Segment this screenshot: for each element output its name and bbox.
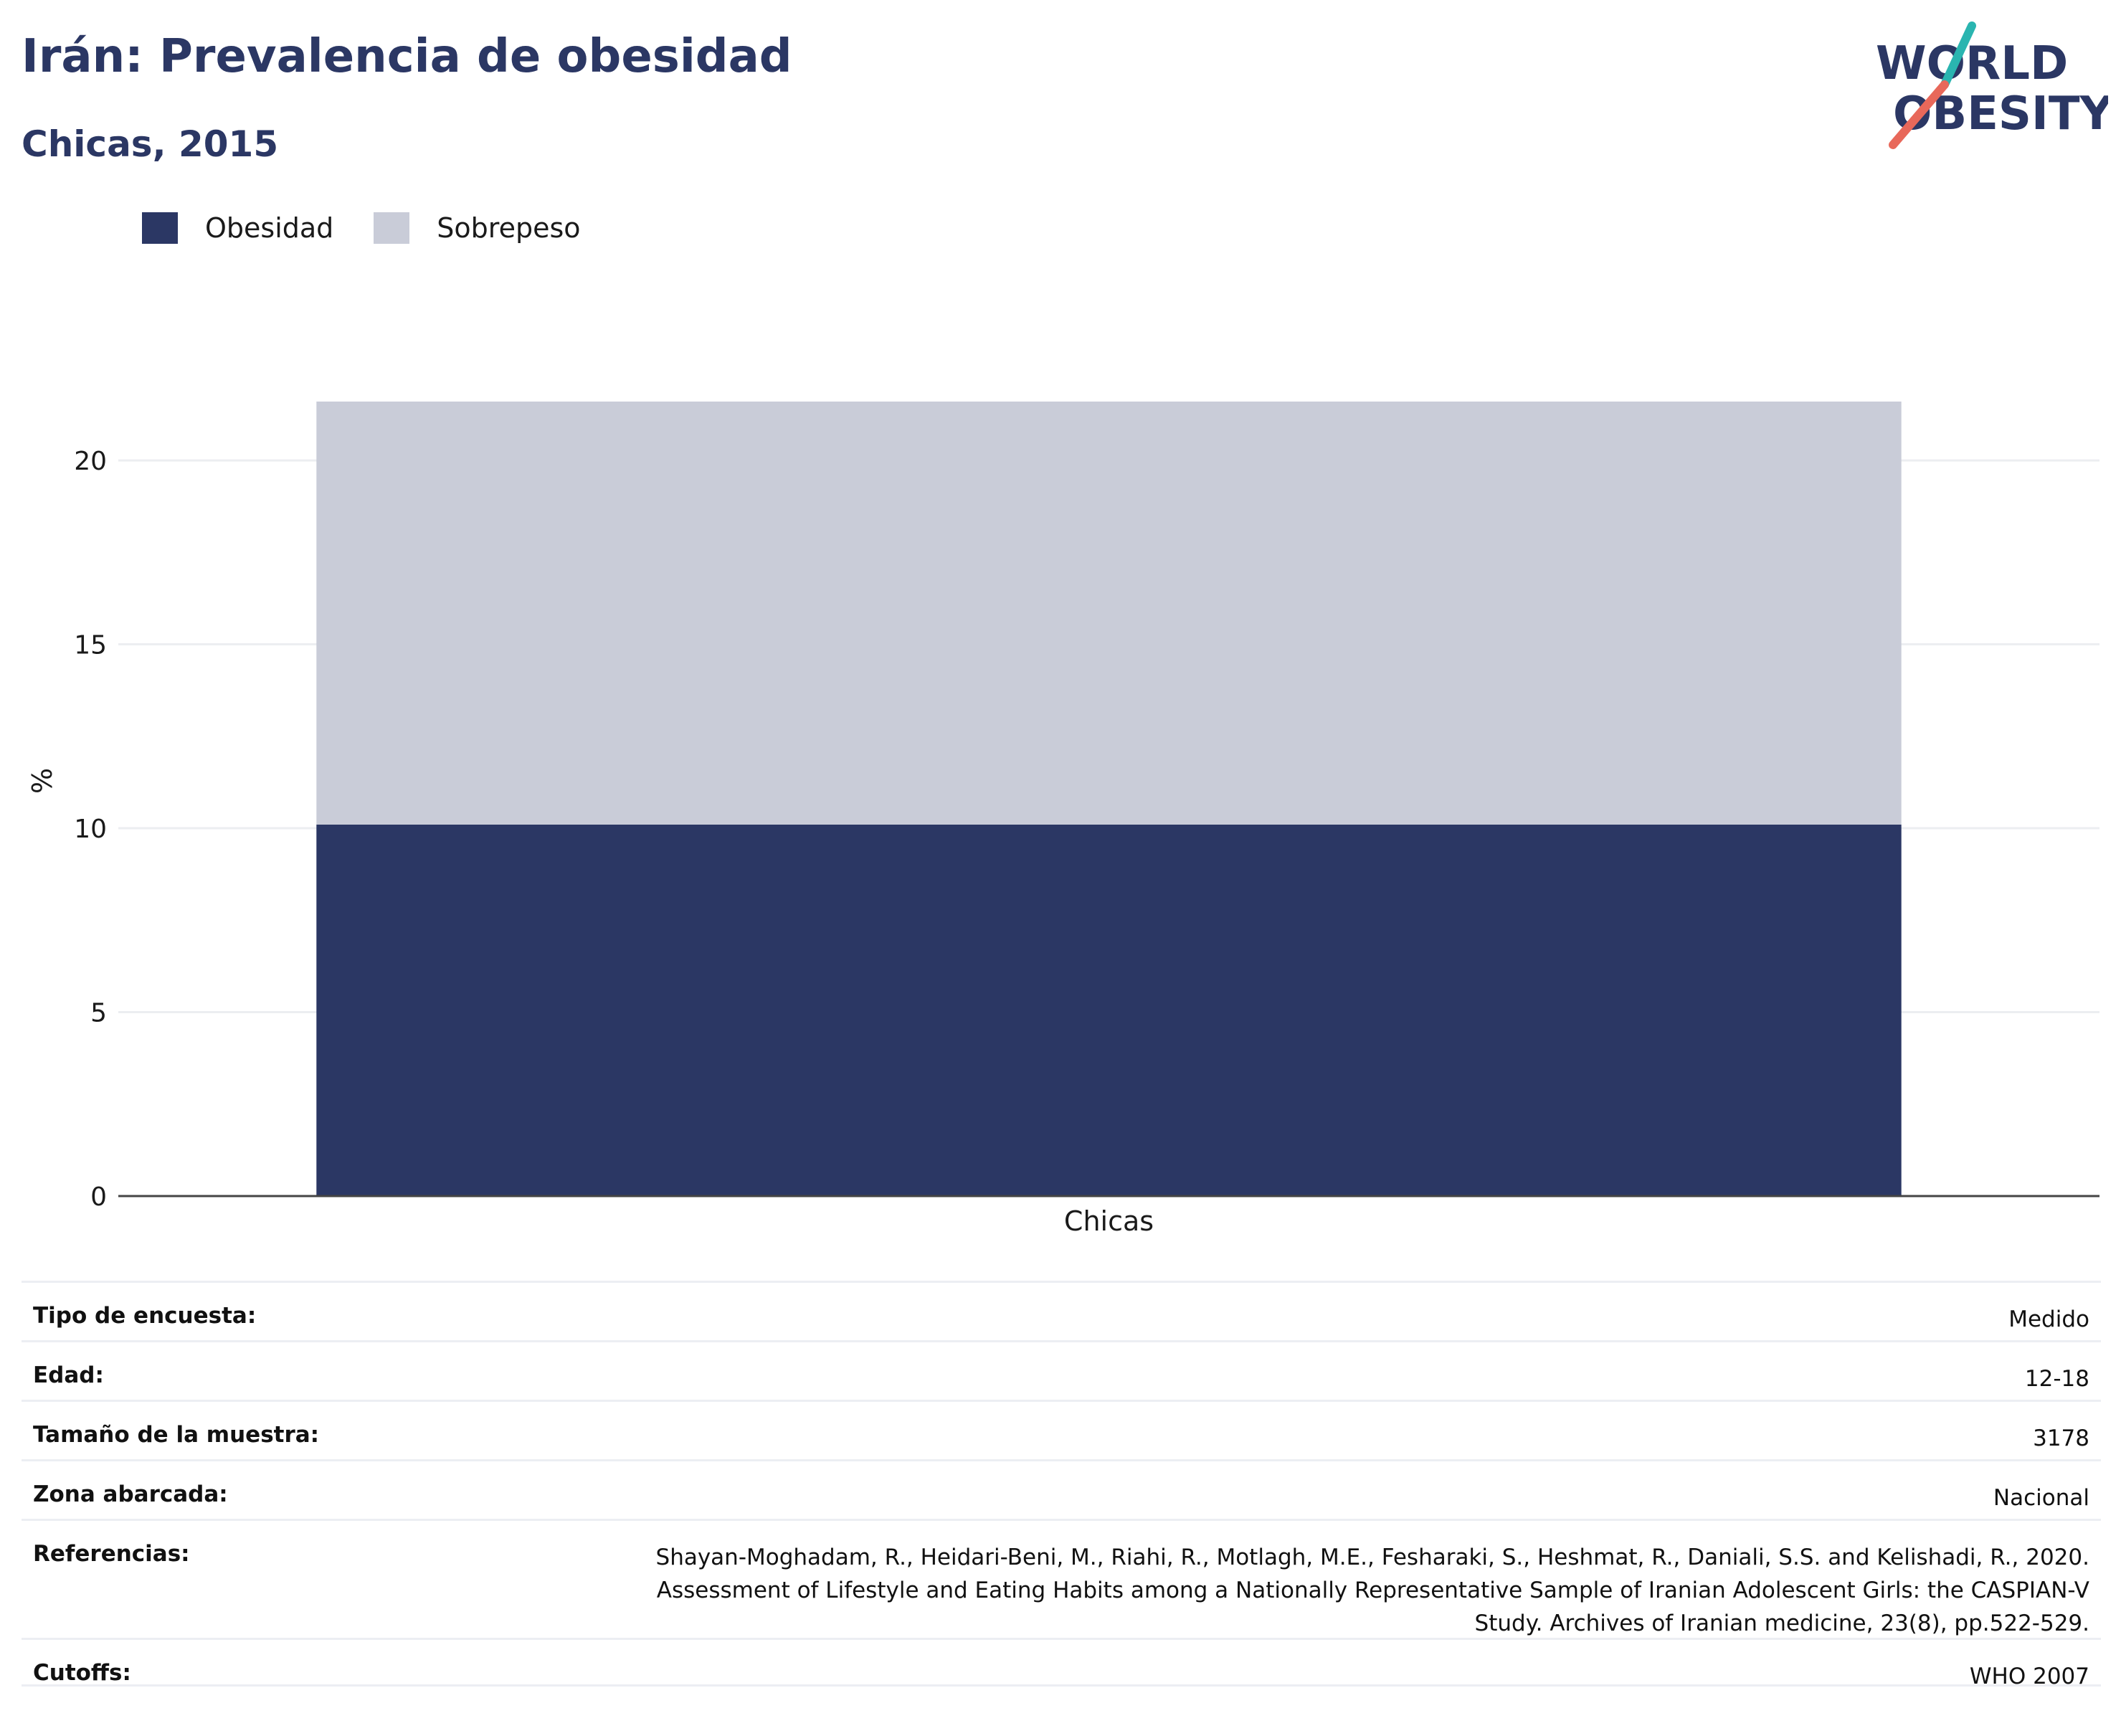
- legend-item-obesidad[interactable]: Obesidad: [142, 212, 333, 244]
- bar-obesidad: [316, 824, 1902, 1196]
- info-row-age: Edad: 12-18: [22, 1340, 2101, 1400]
- chart-subtitle: Chicas, 2015: [22, 123, 279, 165]
- info-value-reference: Shayan-Moghadam, R., Heidari-Beni, M., R…: [655, 1545, 2089, 1636]
- y-tick-label: 5: [90, 999, 107, 1028]
- y-axis-label: %: [27, 768, 58, 794]
- legend-swatch-sobrepeso: [374, 212, 410, 244]
- legend-label-sobrepeso: Sobrepeso: [437, 212, 581, 244]
- info-key: Tipo de encuesta:: [33, 1303, 257, 1329]
- logo-slash-bottom: [1889, 80, 1949, 149]
- world-obesity-logo: WORLD OBESITY: [1876, 22, 2108, 149]
- y-tick-label: 10: [74, 815, 107, 844]
- x-tick-label: Chicas: [1064, 1205, 1154, 1237]
- chart-title: Irán: Prevalencia de obesidad: [22, 30, 792, 83]
- info-key: Tamaño de la muestra:: [33, 1422, 320, 1448]
- logo-slash-top: [1940, 22, 1976, 89]
- info-key: Edad:: [33, 1362, 104, 1388]
- info-value: WHO 2007: [1969, 1664, 2089, 1689]
- info-table: Tipo de encuesta: Medido Edad: 12-18 Tam…: [22, 1281, 2101, 1689]
- info-row-cutoffs: Cutoffs: WHO 2007: [22, 1638, 2101, 1689]
- info-value: Nacional: [1993, 1485, 2089, 1511]
- info-value: 3178: [2033, 1426, 2089, 1451]
- bar-chart: 0 5 10 15 20 Chicas%: [27, 402, 2099, 1237]
- legend-label-obesidad: Obesidad: [205, 212, 334, 244]
- y-tick-label: 0: [90, 1182, 107, 1212]
- logo-word-obesity: OBESITY: [1893, 87, 2108, 141]
- legend-item-sobrepeso[interactable]: Sobrepeso: [374, 212, 581, 244]
- info-value: Medido: [2008, 1306, 2089, 1332]
- info-value: 12-18: [2024, 1366, 2089, 1392]
- info-row-sample-size: Tamaño de la muestra: 3178: [22, 1400, 2101, 1459]
- info-key: Referencias:: [33, 1541, 190, 1567]
- info-row-references: Referencias: Shayan-Moghadam, R., Heidar…: [22, 1519, 2101, 1638]
- bar-sobrepeso: [316, 402, 1902, 825]
- info-key: Zona abarcada:: [33, 1481, 228, 1507]
- legend: Obesidad Sobrepeso: [142, 212, 621, 244]
- y-tick-label: 15: [74, 631, 107, 660]
- info-row-survey-type: Tipo de encuesta: Medido: [22, 1281, 2101, 1340]
- y-tick-label: 20: [74, 447, 107, 476]
- legend-swatch-obesidad: [142, 212, 178, 244]
- info-key: Cutoffs:: [33, 1660, 131, 1686]
- info-row-area: Zona abarcada: Nacional: [22, 1459, 2101, 1519]
- logo-word-world: WORLD: [1876, 37, 2068, 90]
